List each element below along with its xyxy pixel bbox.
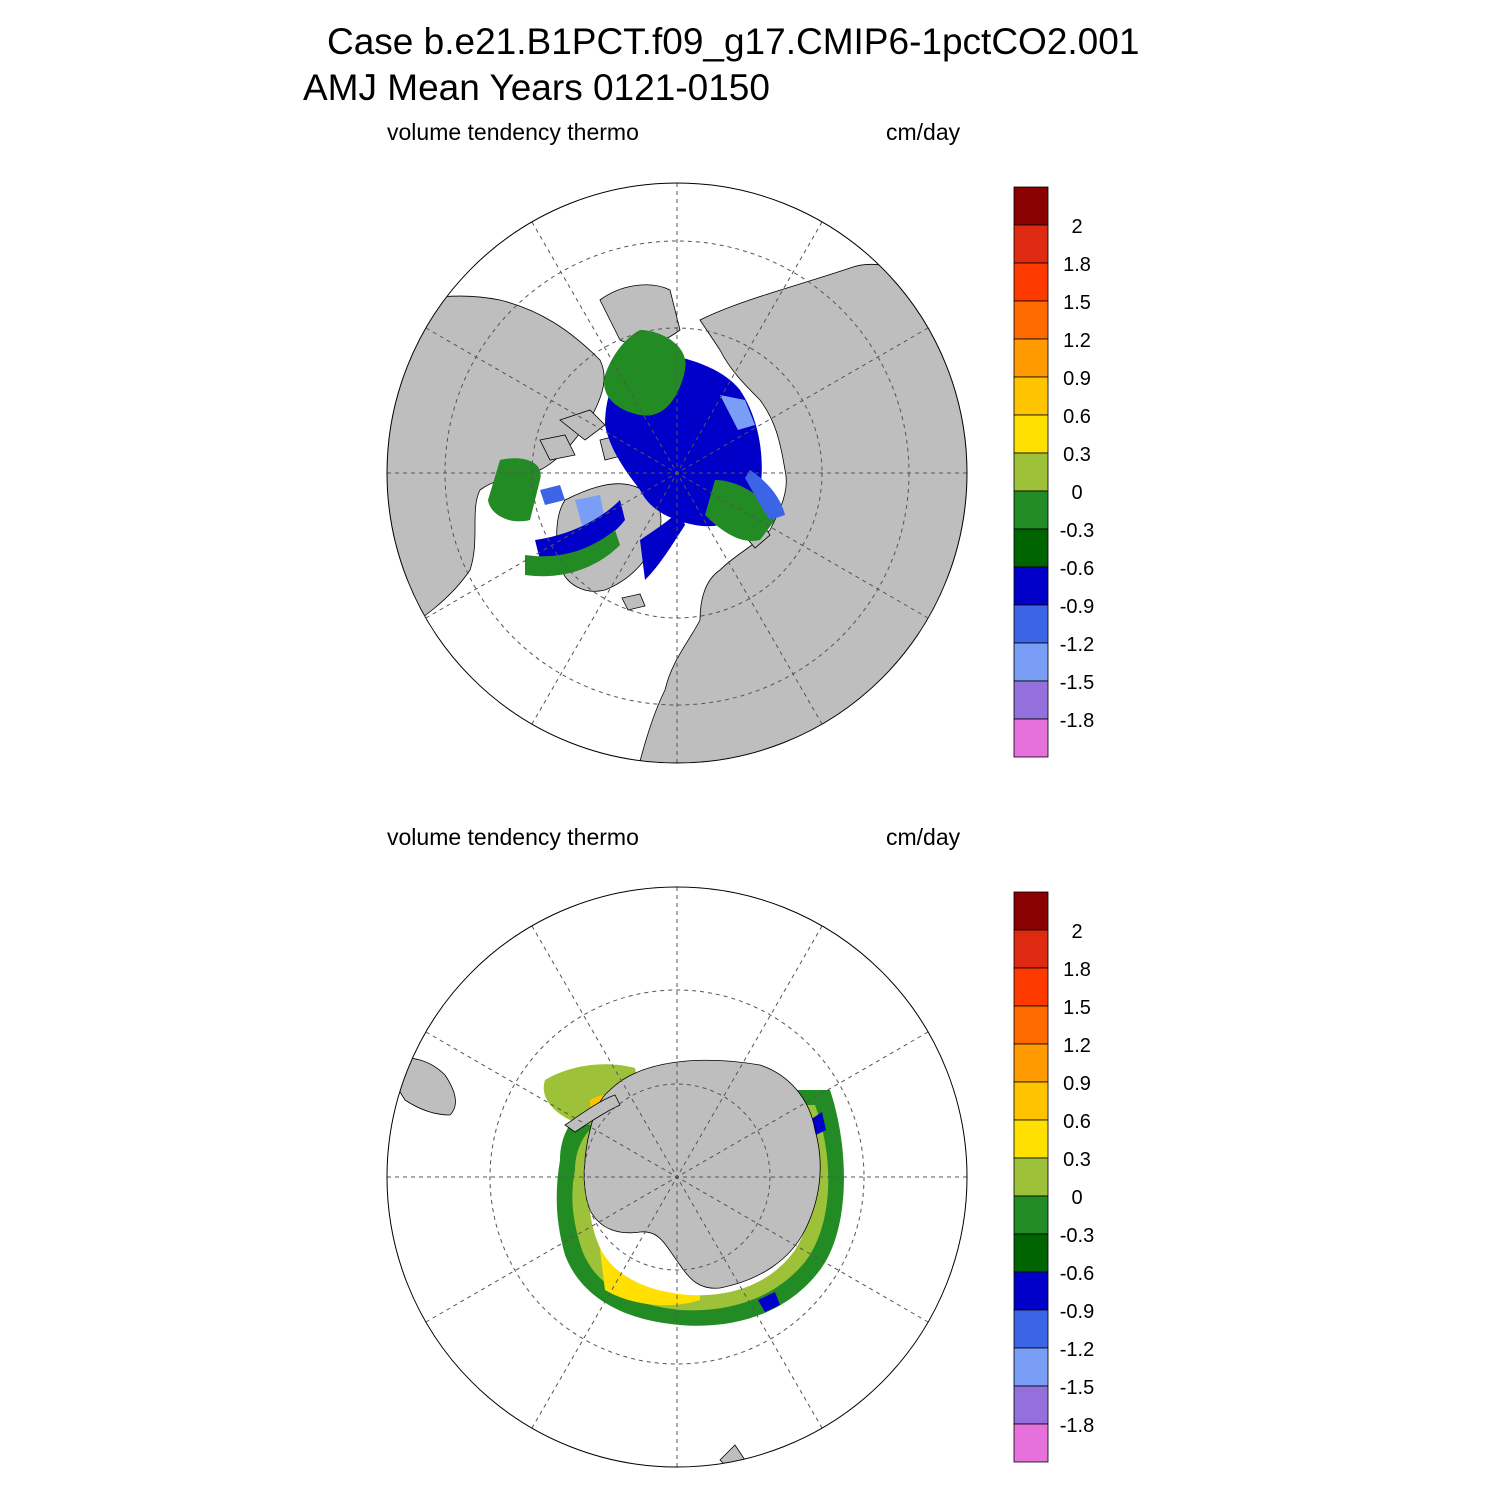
- north-colorbar-swatch: [1013, 376, 1049, 416]
- south-graticule: [387, 887, 967, 1467]
- north-colorbar-tick-label: 0.6: [1063, 406, 1091, 428]
- north-colorbar-tick-label: 0: [1071, 482, 1082, 504]
- north-panel-left-label: volume tendency thermo: [387, 119, 639, 145]
- south-polar-map: 2 1.8 1.5 1.2 0.9 0.6 0.3 0 -0.3 -0.6 -0.9 -1.2 -1.5…: [386, 886, 1094, 1468]
- north-colorbar-tick-label: -1.5: [1060, 672, 1094, 694]
- north-colorbar-swatch: [1013, 414, 1049, 454]
- north-panel-units-label: cm/day: [886, 119, 961, 145]
- north-colorbar-tick-label: -0.6: [1060, 558, 1094, 580]
- south-panel-units-label: cm/day: [886, 824, 961, 850]
- north-colorbar-tick-label: 0.3: [1063, 444, 1091, 466]
- title-line-2: AMJ Mean Years 0121-0150: [303, 67, 770, 108]
- south-colorbar-tick-label: -1.5: [1060, 1377, 1094, 1399]
- south-colorbar-swatch: [1013, 891, 1049, 931]
- south-colorbar-swatch: [1013, 1233, 1049, 1273]
- south-colorbar-tick-label: 2: [1071, 921, 1082, 943]
- south-colorbar: 2 1.8 1.5 1.2 0.9 0.6 0.3 0 -0.3 -0.6 -0.9 -1.2 -1.5…: [1013, 891, 1094, 1463]
- north-colorbar-swatch: [1013, 224, 1049, 264]
- north-colorbar-swatch: [1013, 680, 1049, 720]
- north-colorbar-swatch: [1013, 186, 1049, 226]
- north-colorbar-swatch: [1013, 566, 1049, 606]
- north-colorbar-swatch: [1013, 604, 1049, 644]
- north-colorbar-tick-label: 1.5: [1063, 292, 1091, 314]
- north-colorbar-tick-label: -1.2: [1060, 634, 1094, 656]
- south-colorbar-tick-label: 0.9: [1063, 1073, 1091, 1095]
- north-colorbar-tick-label: -0.9: [1060, 596, 1094, 618]
- north-map-frame: [386, 182, 968, 764]
- south-colorbar-tick-label: 0.3: [1063, 1149, 1091, 1171]
- south-colorbar-tick-label: 1.2: [1063, 1035, 1091, 1057]
- south-colorbar-swatch: [1013, 1385, 1049, 1425]
- north-colorbar-swatch: [1013, 642, 1049, 682]
- north-ice-field: [488, 330, 785, 580]
- south-colorbar-tick-label: -0.3: [1060, 1225, 1094, 1247]
- south-colorbar-tick-label: -0.6: [1060, 1263, 1094, 1285]
- south-colorbar-swatch: [1013, 1081, 1049, 1121]
- south-colorbar-tick-label: 1.5: [1063, 997, 1091, 1019]
- south-map-frame: [386, 886, 968, 1468]
- north-colorbar-swatch: [1013, 452, 1049, 492]
- south-colorbar-tick-label: -1.8: [1060, 1415, 1094, 1437]
- south-colorbar-swatch: [1013, 1157, 1049, 1197]
- south-colorbar-swatch: [1013, 1347, 1049, 1387]
- south-colorbar-swatch: [1013, 1043, 1049, 1083]
- south-colorbar-swatch: [1013, 1195, 1049, 1235]
- north-graticule: [387, 183, 967, 763]
- south-colorbar-tick-label: -1.2: [1060, 1339, 1094, 1361]
- south-colorbar-swatch: [1013, 967, 1049, 1007]
- north-polar-map: 2 1.8 1.5 1.2 0.9 0.6 0.3 0 -0.3 -0.6 -0.9 -1.2 -1.5…: [386, 182, 1094, 764]
- north-colorbar-swatch: [1013, 262, 1049, 302]
- north-colorbar-swatch: [1013, 338, 1049, 378]
- south-colorbar-swatch: [1013, 929, 1049, 969]
- north-colorbar-swatch: [1013, 718, 1049, 758]
- north-colorbar-tick-label: -1.8: [1060, 710, 1094, 732]
- north-colorbar-tick-label: 0.9: [1063, 368, 1091, 390]
- title-line-1: Case b.e21.B1PCT.f09_g17.CMIP6-1pctCO2.0…: [327, 21, 1140, 62]
- south-colorbar-tick-label: 0: [1071, 1187, 1082, 1209]
- north-colorbar-tick-label: 1.8: [1063, 254, 1091, 276]
- north-colorbar-swatch: [1013, 300, 1049, 340]
- north-colorbar-swatch: [1013, 490, 1049, 530]
- south-colorbar-tick-label: 0.6: [1063, 1111, 1091, 1133]
- south-colorbar-swatch: [1013, 1271, 1049, 1311]
- antarctic-peninsula: [564, 1094, 621, 1133]
- south-panel-left-label: volume tendency thermo: [387, 824, 639, 850]
- south-colorbar-swatch: [1013, 1309, 1049, 1349]
- north-colorbar-swatch: [1013, 528, 1049, 568]
- north-colorbar-tick-label: -0.3: [1060, 520, 1094, 542]
- north-colorbar-tick-label: 2: [1071, 216, 1082, 238]
- south-colorbar-tick-label: -0.9: [1060, 1301, 1094, 1323]
- north-colorbar-tick-label: 1.2: [1063, 330, 1091, 352]
- south-colorbar-swatch: [1013, 1005, 1049, 1045]
- north-colorbar: 2 1.8 1.5 1.2 0.9 0.6 0.3 0 -0.3 -0.6 -0.9 -1.2 -1.5…: [1013, 186, 1094, 758]
- south-colorbar-tick-label: 1.8: [1063, 959, 1091, 981]
- south-colorbar-swatch: [1013, 1423, 1049, 1463]
- south-colorbar-swatch: [1013, 1119, 1049, 1159]
- antarctica-continent: [583, 1059, 821, 1289]
